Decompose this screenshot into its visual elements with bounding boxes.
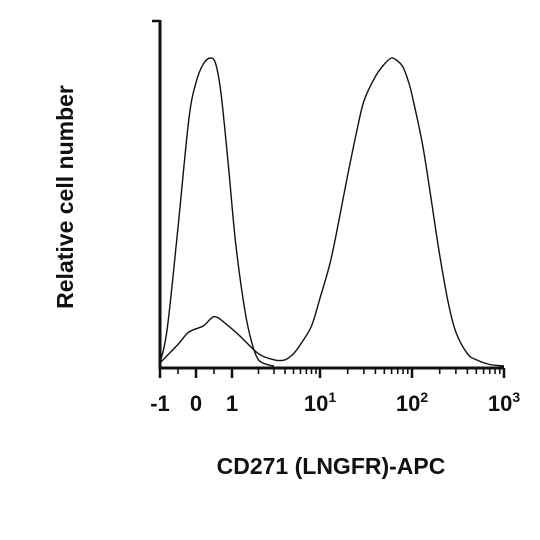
plot-frame: [152, 19, 504, 370]
x-tick-label: 1: [226, 391, 238, 416]
x-tick-label: 102: [396, 389, 428, 416]
x-tick-label: 101: [304, 389, 336, 416]
x-axis-title: CD271 (LNGFR)-APC: [217, 453, 446, 479]
x-tick-label: -1: [150, 391, 170, 416]
histogram-series: [159, 57, 505, 367]
y-axis-title: Relative cell number: [52, 85, 78, 309]
x-axis-tick-labels: -1 0 1 101 102 103: [150, 389, 520, 416]
x-tick-label: 103: [488, 389, 520, 416]
histogram-curve-2: [159, 57, 505, 367]
x-tick-label: 0: [190, 391, 202, 416]
histogram-curve-1: [159, 57, 275, 367]
x-axis-ticks: [158, 368, 506, 378]
